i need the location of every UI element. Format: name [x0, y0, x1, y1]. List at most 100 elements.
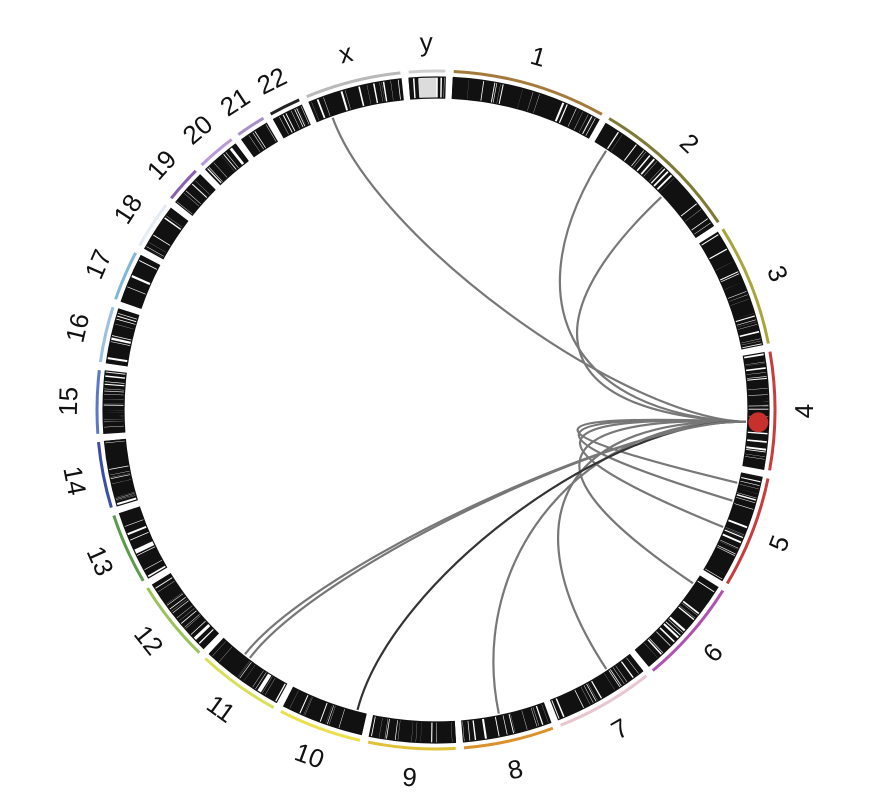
- chromosome-arc-6: [651, 589, 725, 672]
- ideogram-bands-22: [273, 105, 310, 138]
- link-curves: [244, 117, 746, 714]
- ideogram-y: [408, 76, 446, 100]
- link-4-10-9: [356, 420, 746, 711]
- ideogram-18: [143, 207, 189, 260]
- chromosome-arc-10: [280, 710, 361, 742]
- link-4-8-8: [492, 420, 746, 714]
- ideogram-17: [120, 254, 161, 309]
- ideogram-bands-9: [369, 715, 457, 743]
- ideogram-bands-2: [594, 123, 714, 238]
- ideogram-bands-19: [176, 174, 216, 215]
- ideogram-bands-7: [552, 654, 644, 720]
- ideogram-1: [451, 76, 600, 139]
- ideogram-bands-10: [283, 687, 367, 735]
- chromosome-label-2: 2: [674, 127, 705, 159]
- chromosome-label-x: x: [336, 37, 356, 69]
- chromosome-arc-22: [269, 98, 300, 116]
- chromosome-label-8: 8: [505, 753, 526, 785]
- chromosome-label-13: 13: [81, 542, 120, 581]
- chromosome-label-17: 17: [79, 245, 118, 283]
- chromosome-label-7: 7: [606, 712, 634, 745]
- link-4-7-7: [557, 420, 746, 670]
- ideogram-bands-5: [703, 473, 762, 581]
- chromosome-arc-5: [725, 478, 770, 585]
- ideogram-bands-18: [144, 208, 188, 259]
- ideogram-bands-15: [103, 372, 126, 434]
- chromosome-arc-20: [200, 138, 233, 167]
- chromosome-label-4: 4: [789, 404, 819, 419]
- ideogram-bands-8: [462, 702, 551, 742]
- link-4-x-2: [331, 117, 746, 423]
- ideogram-bands-4: [743, 355, 769, 470]
- ideogram-12: [151, 573, 220, 650]
- chromosome-color-arcs: [95, 69, 777, 751]
- ideogram-bands-12: [152, 573, 219, 649]
- chromosome-arc-7: [560, 674, 648, 727]
- ideogram-x: [308, 78, 404, 123]
- ideogram-11: [208, 637, 288, 704]
- chromosome-label-21: 21: [215, 81, 256, 122]
- link-4-2-1: [575, 196, 746, 423]
- chromosome-arc-14: [97, 441, 113, 509]
- chromosome-label-19: 19: [141, 144, 183, 186]
- chromosome-arc-x: [306, 71, 401, 98]
- chromosome-arc-y: [408, 69, 446, 74]
- chromosome-label-6: 6: [697, 637, 729, 668]
- ideogram-13: [118, 506, 168, 579]
- chromosome-label-10: 10: [291, 737, 328, 775]
- chromosome-label-9: 9: [401, 762, 418, 793]
- ideogram-bands-3: [700, 232, 763, 348]
- ideogram-19: [175, 174, 216, 216]
- chromosome-label-1: 1: [527, 40, 549, 73]
- ideogram-10: [282, 686, 367, 736]
- ideogram-bands-1: [451, 77, 600, 139]
- chromosome-label-15: 15: [53, 386, 84, 416]
- chromosome-arc-8: [463, 726, 554, 750]
- ideogram-15: [102, 370, 127, 435]
- chromosome-arc-9: [367, 740, 456, 751]
- ideogram-4: [742, 351, 770, 471]
- link-4-5-5: [579, 419, 746, 529]
- ideogram-bands-x: [308, 78, 404, 122]
- chromosome-arc-18: [138, 203, 168, 247]
- ideogram-5: [703, 472, 763, 582]
- ideogram-6: [634, 575, 719, 667]
- ideogram-16: [105, 308, 140, 367]
- chromosome-label-12: 12: [128, 619, 169, 660]
- ideogram-21: [241, 122, 279, 158]
- ideogram-bands-14: [104, 438, 137, 504]
- ideogram-8: [461, 702, 552, 743]
- ideogram-2: [594, 122, 715, 239]
- chromosome-arc-19: [170, 169, 197, 200]
- chromosome-arc-17: [114, 252, 137, 300]
- chromosome-arc-12: [146, 587, 201, 654]
- chromosome-arc-16: [98, 306, 115, 363]
- ideogram-7: [549, 653, 644, 721]
- link-4-2-0: [558, 150, 746, 423]
- chromosome-arc-3: [721, 228, 770, 344]
- chromosome-label-16: 16: [59, 310, 95, 345]
- chromosome-label-20: 20: [177, 109, 218, 151]
- marker-layer: [748, 412, 769, 433]
- ideogram-bands-6: [635, 576, 718, 667]
- chromosome-arc-11: [204, 657, 275, 709]
- chromosome-arc-15: [95, 369, 101, 434]
- ideogram-20: [205, 143, 249, 186]
- ideogram-9: [368, 714, 457, 744]
- ideogram-bands-20: [205, 143, 249, 185]
- chromosome-ideograms: [102, 76, 770, 744]
- marker-dot: [748, 412, 769, 433]
- ideogram-bands-y: [408, 77, 446, 100]
- chromosome-arc-21: [237, 116, 265, 136]
- chromosome-arc-2: [608, 117, 720, 224]
- ideogram-bands-17: [121, 255, 160, 309]
- chromosome-label-22: 22: [252, 61, 291, 101]
- ideogram-bands-11: [208, 638, 285, 702]
- link-4-11-11: [244, 420, 746, 655]
- chromosome-label-3: 3: [761, 261, 794, 286]
- ideogram-gap-y: [418, 78, 437, 98]
- chromosome-arc-4: [768, 351, 777, 471]
